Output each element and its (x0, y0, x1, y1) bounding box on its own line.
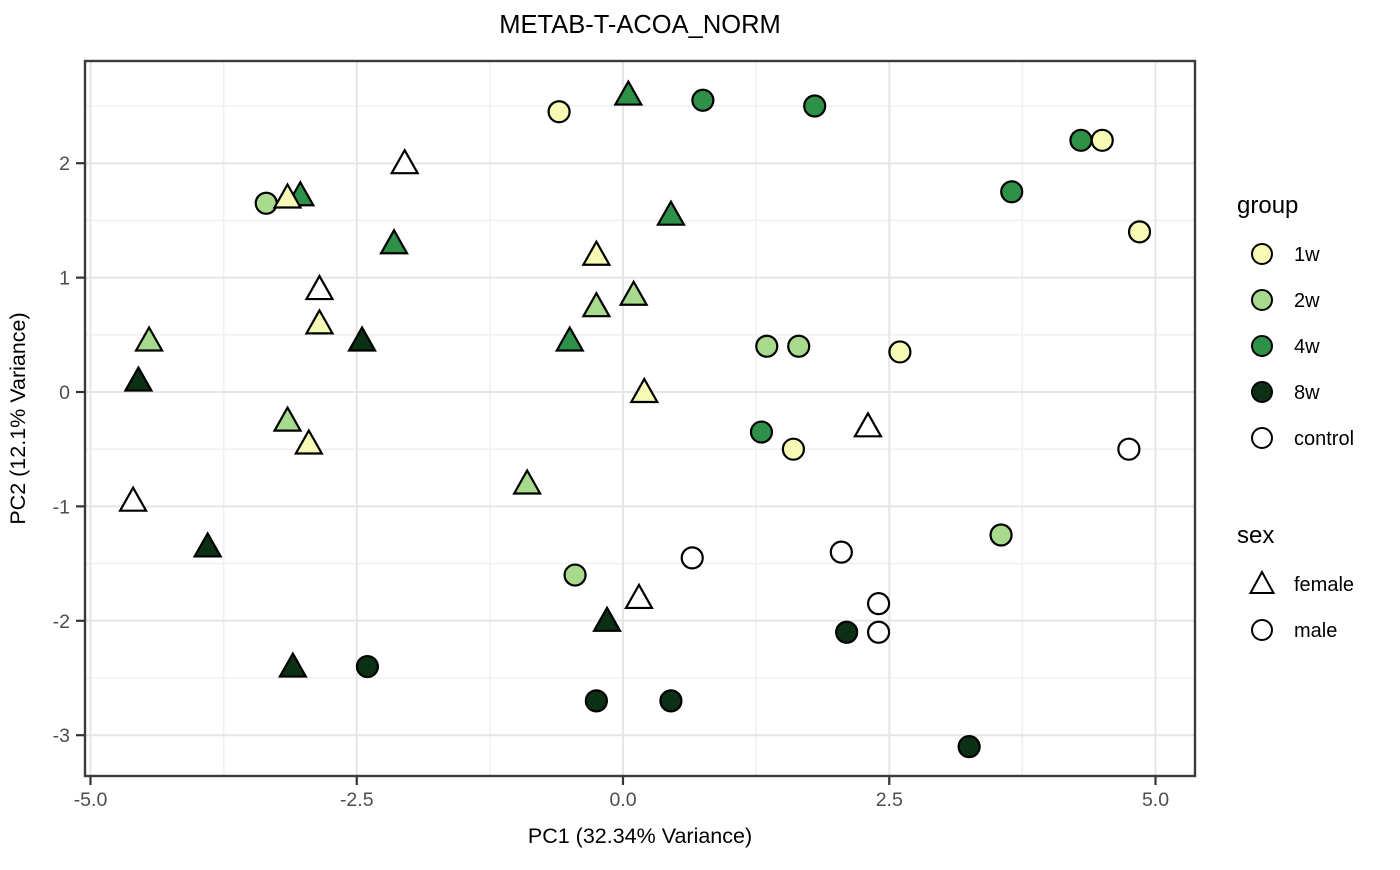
data-point-8w-female (592, 605, 622, 632)
y-tick-label: 2 (59, 153, 70, 175)
legend-sex-item-label: male (1294, 620, 1337, 642)
data-point-8w-male (659, 689, 683, 713)
data-point-2w-male (254, 191, 278, 215)
legend-sex-item-label: female (1294, 574, 1354, 596)
x-tick-label: -5.0 (74, 789, 108, 811)
legend-key-4w-icon (1251, 335, 1273, 357)
data-point-control-female (853, 411, 883, 438)
data-point-control-male (1117, 437, 1141, 461)
data-point-2w-female (512, 468, 543, 495)
data-point-8w-female (192, 531, 223, 558)
data-point-4w-female (656, 199, 686, 226)
legend-key-female-triangle-icon (1248, 569, 1276, 594)
legend-key-control-icon (1251, 427, 1273, 449)
data-point-2w-male (787, 334, 811, 358)
data-point-control-male (866, 592, 891, 616)
x-tick-label: 5.0 (1142, 789, 1169, 811)
data-point-8w-male (584, 689, 608, 713)
data-point-4w-male (803, 94, 827, 118)
panel-border (83, 59, 1197, 778)
data-point-1w-male (1127, 220, 1152, 244)
x-axis-title: PC1 (32.34% Variance) (528, 824, 752, 848)
legend-key-male-circle-icon (1251, 619, 1273, 641)
legend-group-item-label: 2w (1294, 290, 1320, 312)
data-point-1w-male (888, 340, 912, 364)
legend-group-item-label: 4w (1294, 336, 1320, 358)
data-point-control-female (118, 485, 148, 512)
x-tick-label: 2.5 (876, 789, 903, 811)
legend-key-8w-icon (1251, 381, 1273, 403)
data-point-2w-female (581, 290, 612, 318)
data-point-control-female (304, 273, 335, 301)
data-point-4w-male (1069, 128, 1093, 152)
data-point-8w-female (277, 651, 308, 678)
data-point-2w-male (563, 563, 587, 587)
y-tick-label: 1 (59, 268, 70, 290)
data-point-1w-male (547, 100, 571, 124)
x-tick-label: 0.0 (609, 789, 636, 811)
data-point-2w-female (618, 279, 649, 306)
data-point-8w-male (957, 735, 981, 759)
data-point-2w-female (272, 405, 303, 432)
data-point-4w-female (379, 228, 409, 255)
legend-key-2w-icon (1251, 289, 1273, 311)
data-point-2w-female (134, 325, 164, 352)
y-tick-label: -1 (53, 496, 70, 518)
data-point-8w-male (835, 620, 859, 644)
data-point-control-female (624, 582, 654, 610)
data-point-1w-female (272, 182, 303, 209)
data-point-control-male (829, 540, 853, 564)
data-point-control-male (680, 546, 704, 570)
y-tick-label: -2 (53, 611, 70, 633)
data-point-1w-male (1090, 128, 1114, 152)
data-point-2w-male (989, 523, 1013, 547)
legend-key-1w-icon (1251, 243, 1273, 265)
data-point-control-female (389, 147, 420, 175)
data-point-4w-male (749, 420, 774, 444)
data-point-1w-male (781, 437, 806, 461)
legend-group-item-label: 1w (1294, 244, 1320, 266)
x-tick-label: -2.5 (340, 789, 374, 811)
legend-sex-title: sex (1237, 522, 1274, 549)
data-point-8w-female (347, 325, 377, 352)
data-point-4w-male (1000, 180, 1024, 204)
legend-group-item-label: 8w (1294, 382, 1320, 404)
y-tick-label: -3 (53, 725, 70, 747)
data-point-4w-male (691, 88, 715, 112)
data-point-4w-female (554, 325, 585, 352)
legend-group-item-label: control (1294, 428, 1354, 450)
data-point-1w-female (629, 376, 660, 404)
data-point-1w-female (581, 239, 612, 266)
data-point-8w-male (355, 654, 379, 679)
y-tick-label: 0 (59, 382, 70, 404)
data-point-control-male (866, 620, 891, 644)
data-point-2w-male (755, 334, 779, 358)
chart-title: METAB-T-ACOA_NORM (499, 11, 780, 39)
data-point-8w-female (123, 365, 154, 392)
legend-group-title: group (1237, 192, 1298, 219)
y-axis-title: PC2 (12.1% Variance) (6, 312, 30, 524)
data-point-1w-female (304, 308, 335, 335)
data-point-1w-female (293, 428, 324, 455)
data-point-4w-female (613, 79, 644, 106)
